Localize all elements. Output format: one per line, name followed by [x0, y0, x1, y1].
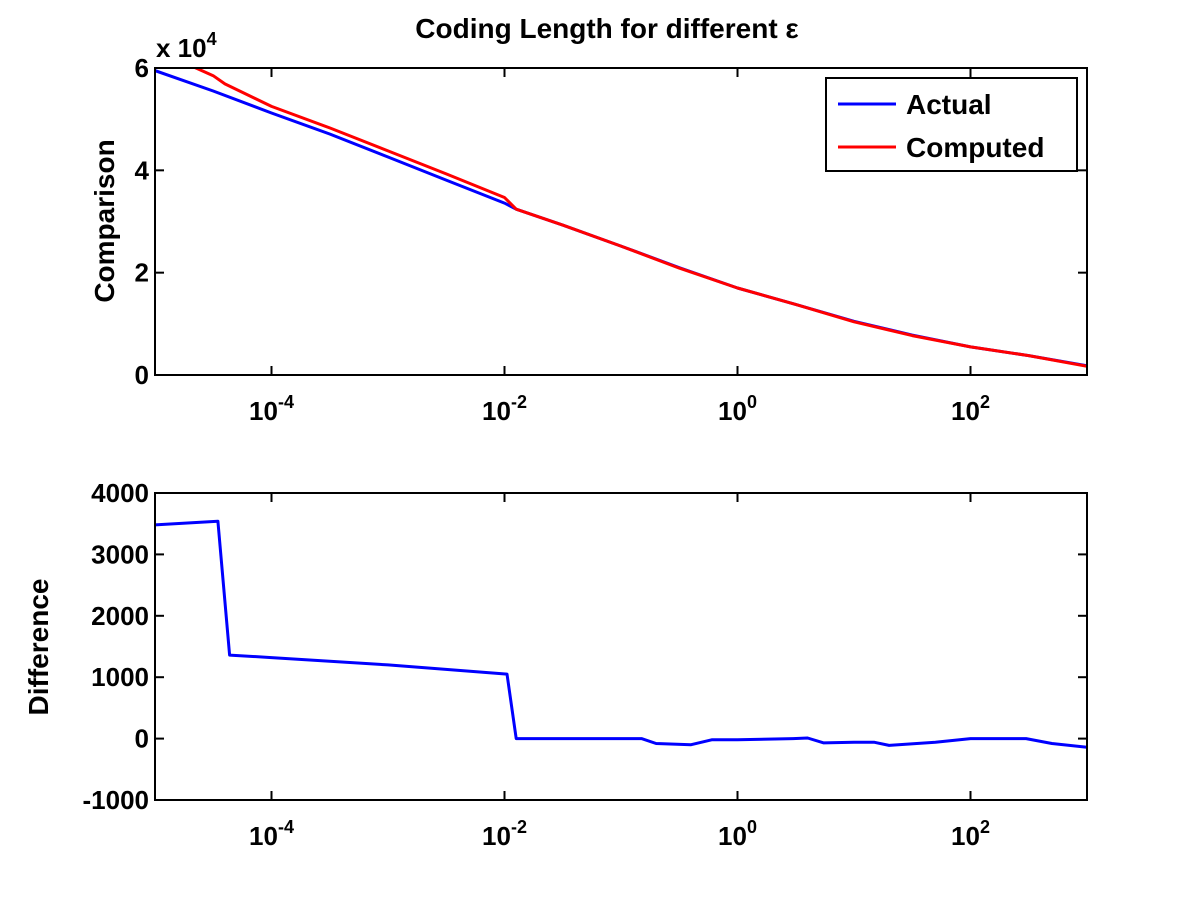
figure-title: Coding Length for different ε	[415, 13, 798, 44]
legend-label-computed: Computed	[906, 132, 1044, 163]
comparison-axes-box	[154, 67, 1088, 376]
comparison-y-tick-label: 6	[135, 53, 149, 83]
comparison-y-tick-label: 0	[135, 360, 149, 390]
comparison-y-tick-label: 2	[135, 258, 149, 288]
difference-x-tick-label: 10-4	[249, 817, 294, 851]
difference-y-tick-label: 4000	[91, 478, 149, 508]
difference-panel: 10-4 10-2 100 102 -1000 0 1000 2000 3000 4000 Dif…	[23, 478, 1088, 851]
comparison-x-tick-label: 10-4	[249, 392, 294, 426]
legend: Actual Computed	[825, 77, 1078, 172]
comparison-x-tick-label: 10-2	[482, 392, 527, 426]
comparison-series-line-computed	[192, 68, 1087, 368]
comparison-y-axis-label: Comparison	[89, 139, 120, 302]
difference-y-tick-label: -1000	[83, 785, 150, 815]
difference-ticks: 10-4 10-2 100 102 -1000 0 1000 2000 3000 4000	[83, 478, 1087, 851]
legend-label-actual: Actual	[906, 89, 992, 120]
difference-y-axis-label: Difference	[23, 579, 54, 716]
comparison-x-tick-label: 100	[718, 392, 757, 426]
comparison-series-group	[155, 68, 1087, 368]
difference-series-line-0	[155, 519, 1087, 749]
difference-y-tick-label: 2000	[91, 601, 149, 631]
comparison-y-tick-label: 4	[135, 155, 150, 185]
difference-series-group	[155, 519, 1087, 749]
difference-y-tick-label: 0	[135, 724, 149, 754]
y-multiplier-exponent: 4	[207, 29, 217, 49]
difference-y-tick-label: 3000	[91, 539, 149, 569]
difference-x-tick-label: 102	[951, 817, 990, 851]
comparison-y-multiplier: x 104	[156, 29, 217, 63]
comparison-ticks: 10-4 10-2 100 102 0 2 4 6	[135, 53, 1087, 426]
difference-x-tick-label: 100	[718, 817, 757, 851]
difference-y-tick-label: 1000	[91, 662, 149, 692]
legend-box	[825, 77, 1078, 172]
y-multiplier-base: x 10	[156, 33, 207, 63]
difference-x-tick-label: 10-2	[482, 817, 527, 851]
svg-text:x 104: x 104	[156, 29, 217, 63]
difference-axes-box	[154, 492, 1088, 801]
comparison-x-tick-label: 102	[951, 392, 990, 426]
